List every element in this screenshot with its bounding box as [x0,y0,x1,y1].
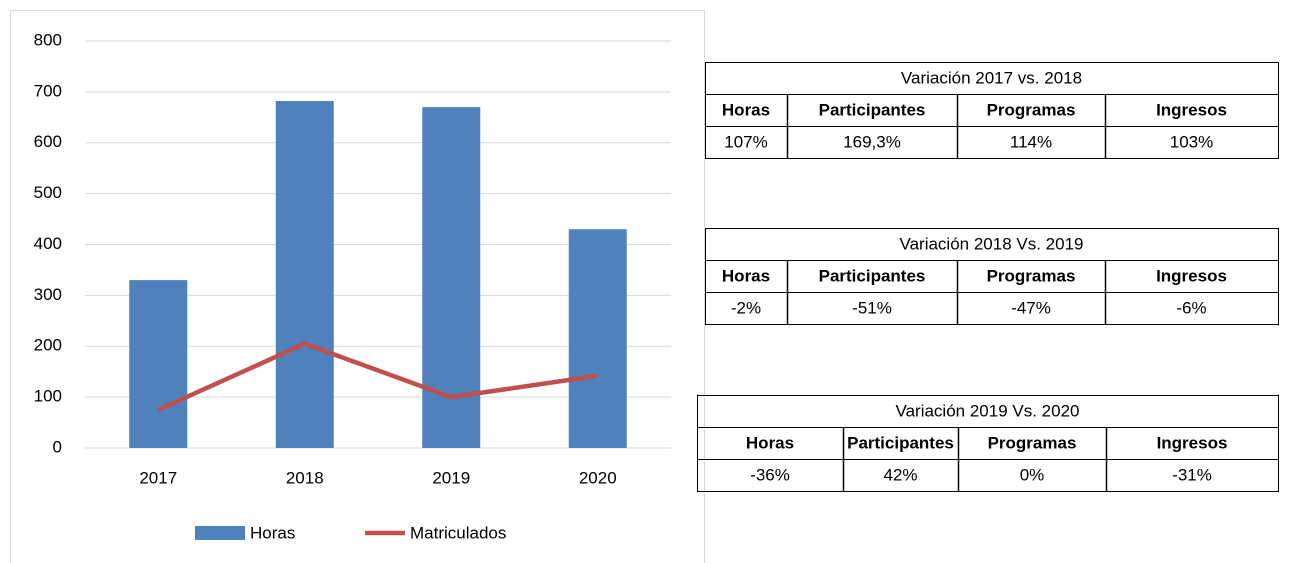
bar [568,229,627,448]
y-tick-label: 300 [34,285,62,304]
table-header: Ingresos [1156,100,1227,119]
table-header: Ingresos [1157,433,1228,452]
y-tick-label: 500 [34,183,62,202]
table-cell: 114% [1010,132,1052,151]
y-tick-label: 400 [34,234,62,253]
table-border [705,62,1279,159]
legend-label: Matriculados [410,523,506,542]
x-tick-label: 2020 [579,468,617,487]
table-title: Variación 2019 Vs. 2020 [896,401,1080,420]
line [157,341,599,412]
table-cell: -31% [1172,465,1212,484]
table-cell: 103% [1170,132,1213,151]
table-cell: -6% [1176,298,1206,317]
y-tick-label: 800 [34,30,62,49]
table-header: Programas [987,100,1076,119]
table-cell: -47% [1011,298,1051,317]
y-tick-label: 700 [34,81,62,100]
table-cell: 42% [883,465,917,484]
x-tick-label: 2017 [139,468,177,487]
table-header: Horas [746,433,794,452]
table-cell: -51% [852,298,892,317]
table-cell: -2% [731,298,761,317]
table-border [697,395,1279,492]
bar [129,280,188,448]
table-border [705,228,1279,325]
table-header: Horas [722,100,770,119]
legend-label: Horas [250,523,295,542]
table-cell: 169,3% [843,132,901,151]
table-header: Participantes [847,433,954,452]
legend-swatch [195,526,245,540]
y-tick-label: 200 [34,336,62,355]
table-header: Programas [988,433,1077,452]
x-tick-label: 2019 [432,468,470,487]
table-header: Participantes [819,100,926,119]
x-tick-label: 2018 [286,468,324,487]
table-cell: 107% [724,132,767,151]
table-cell: 0% [1020,465,1045,484]
y-tick-label: 100 [34,387,62,406]
bar [275,101,334,448]
y-tick-label: 600 [34,132,62,151]
table-header: Participantes [819,266,926,285]
y-tick-label: 0 [53,437,62,456]
table-cell: -36% [750,465,790,484]
table-title: Variación 2017 vs. 2018 [901,68,1082,87]
table-title: Variación 2018 Vs. 2019 [900,234,1084,253]
table-header: Horas [722,266,770,285]
table-header: Programas [987,266,1076,285]
table-header: Ingresos [1156,266,1227,285]
